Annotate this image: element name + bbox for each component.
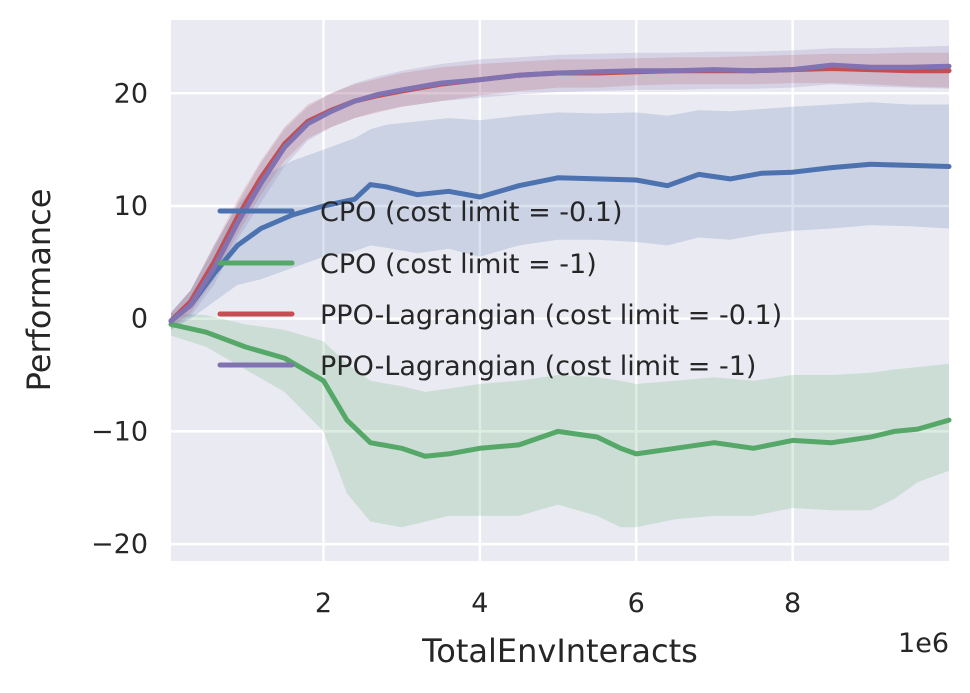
y-tick-label: 20 [114, 78, 148, 109]
legend-label: CPO (cost limit = -1) [320, 249, 597, 280]
legend-label: CPO (cost limit = -0.1) [320, 197, 623, 228]
legend-label: PPO-Lagrangian (cost limit = -0.1) [320, 300, 782, 331]
series-line [168, 321, 952, 459]
confidence-band [171, 102, 949, 330]
y-tick-label: 10 [114, 191, 148, 222]
x-offset-label: 1e6 [898, 628, 949, 659]
y-tick-labels: −20 −10 0 10 20 [91, 78, 148, 560]
x-tick-label: 2 [315, 588, 332, 619]
plot-background [171, 20, 949, 561]
confidence-band [171, 313, 949, 528]
x-tick-label: 6 [628, 588, 645, 619]
confidence-band [171, 45, 949, 329]
x-tick-label: 8 [784, 588, 801, 619]
legend: CPO (cost limit = -0.1) CPO (cost limit =… [217, 197, 782, 382]
y-tick-label: −10 [91, 416, 148, 447]
series-line [168, 161, 952, 324]
y-tick-label: −20 [91, 529, 148, 560]
confidence-band [171, 52, 949, 328]
y-tick-label: 0 [131, 304, 148, 335]
x-tick-labels: 2 4 6 8 [315, 588, 801, 619]
series-lines [168, 62, 952, 459]
legend-label: PPO-Lagrangian (cost limit = -1) [320, 351, 756, 382]
confidence-bands [171, 45, 949, 528]
y-axis-label: Performance [20, 189, 58, 392]
x-tick-label: 4 [471, 588, 488, 619]
series-line [168, 62, 952, 324]
x-axis-label: TotalEnvInteracts [421, 632, 698, 670]
